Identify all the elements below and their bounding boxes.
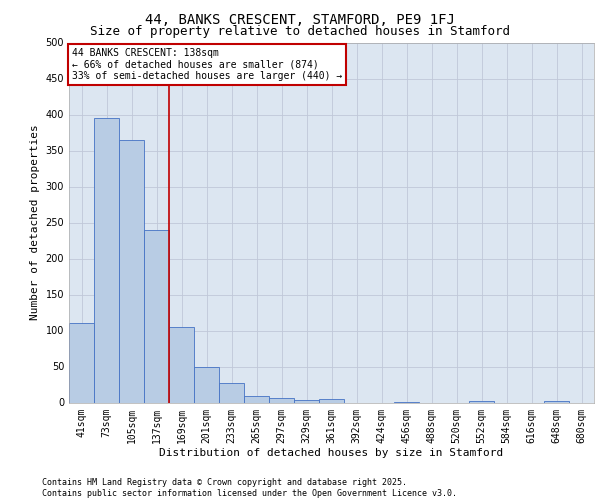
Bar bbox=[169, 327, 194, 402]
Bar bbox=[94, 118, 119, 403]
X-axis label: Distribution of detached houses by size in Stamford: Distribution of detached houses by size … bbox=[160, 448, 503, 458]
Text: Contains HM Land Registry data © Crown copyright and database right 2025.
Contai: Contains HM Land Registry data © Crown c… bbox=[42, 478, 457, 498]
Bar bbox=[544, 401, 569, 402]
Bar bbox=[119, 140, 144, 402]
Text: 44, BANKS CRESCENT, STAMFORD, PE9 1FJ: 44, BANKS CRESCENT, STAMFORD, PE9 1FJ bbox=[145, 12, 455, 26]
Y-axis label: Number of detached properties: Number of detached properties bbox=[30, 124, 40, 320]
Bar bbox=[144, 230, 169, 402]
Text: 44 BANKS CRESCENT: 138sqm
← 66% of detached houses are smaller (874)
33% of semi: 44 BANKS CRESCENT: 138sqm ← 66% of detac… bbox=[71, 48, 342, 81]
Bar bbox=[269, 398, 294, 402]
Bar bbox=[194, 366, 219, 402]
Bar bbox=[319, 399, 344, 402]
Bar bbox=[469, 401, 494, 402]
Bar bbox=[244, 396, 269, 402]
Bar bbox=[294, 400, 319, 402]
Bar bbox=[219, 383, 244, 402]
Bar bbox=[69, 324, 94, 402]
Text: Size of property relative to detached houses in Stamford: Size of property relative to detached ho… bbox=[90, 25, 510, 38]
